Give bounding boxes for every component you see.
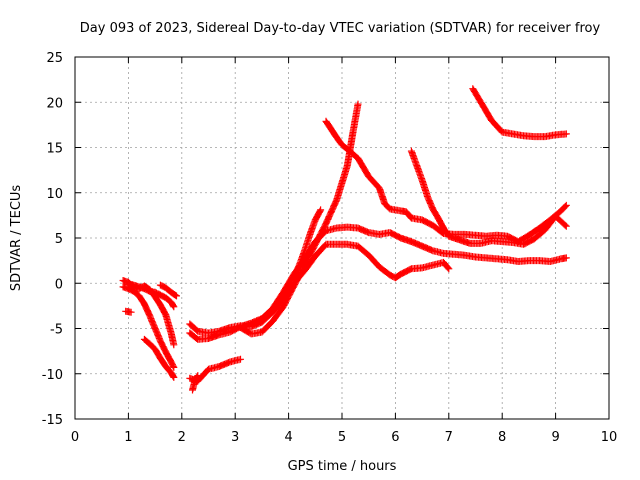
y-tick-label: 15 — [46, 142, 63, 157]
x-tick-label: 7 — [445, 430, 453, 445]
series-arc-f — [140, 335, 178, 381]
chart-title: Day 093 of 2023, Sidereal Day-to-day VTE… — [80, 21, 601, 36]
series-arc-a — [122, 307, 135, 316]
y-axis-label: SDTVAR / TECUs — [9, 185, 24, 292]
marker-path — [140, 335, 178, 381]
y-tick-labels: -15 -10 -5 0 5 10 15 20 25 — [42, 51, 63, 428]
x-tick-labels: 0 1 2 3 4 5 6 7 8 9 10 — [71, 430, 617, 445]
x-tick-label: 3 — [231, 430, 239, 445]
series-arc-k — [237, 100, 362, 338]
series-arc-n — [407, 147, 570, 248]
marker-path — [122, 307, 135, 316]
x-tick-label: 0 — [71, 430, 79, 445]
y-tick-label: -5 — [50, 323, 63, 338]
series-arc-j — [189, 372, 202, 394]
marker-path — [290, 206, 325, 281]
x-tick-label: 9 — [551, 430, 559, 445]
series-arc-g — [186, 240, 453, 337]
y-tick-label: 0 — [55, 277, 63, 292]
x-tick-label: 2 — [178, 430, 186, 445]
marker-path — [469, 85, 570, 141]
marker-path — [124, 280, 178, 311]
marker-path — [237, 100, 362, 338]
series-arc-l — [290, 206, 325, 281]
marker-path — [407, 147, 570, 248]
marker-path — [119, 283, 178, 371]
marker-path — [156, 281, 180, 300]
data-marks — [119, 85, 570, 394]
series-arc-e — [156, 281, 180, 300]
x-tick-label: 5 — [338, 430, 346, 445]
x-tick-label: 1 — [124, 430, 132, 445]
series-arc-h — [186, 223, 570, 343]
marker-path — [322, 117, 570, 246]
series-arc-m — [322, 117, 570, 246]
y-tick-label: 25 — [46, 51, 63, 66]
series-arc-c — [119, 283, 178, 371]
marker-path — [186, 240, 453, 337]
x-axis-label: GPS time / hours — [288, 459, 397, 474]
marker-path — [189, 372, 202, 394]
series-arc-d — [124, 280, 178, 311]
x-tick-label: 8 — [498, 430, 506, 445]
y-tick-label: -10 — [42, 368, 63, 383]
y-tick-label: -15 — [42, 413, 63, 428]
series-arc-o — [469, 85, 570, 141]
y-tick-label: 20 — [46, 96, 63, 111]
x-tick-label: 10 — [601, 430, 618, 445]
marker-path — [186, 223, 570, 343]
x-tick-label: 4 — [284, 430, 292, 445]
x-tick-label: 6 — [391, 430, 399, 445]
axis-ticks — [74, 56, 610, 420]
y-tick-label: 10 — [46, 187, 63, 202]
y-tick-label: 5 — [55, 232, 63, 247]
